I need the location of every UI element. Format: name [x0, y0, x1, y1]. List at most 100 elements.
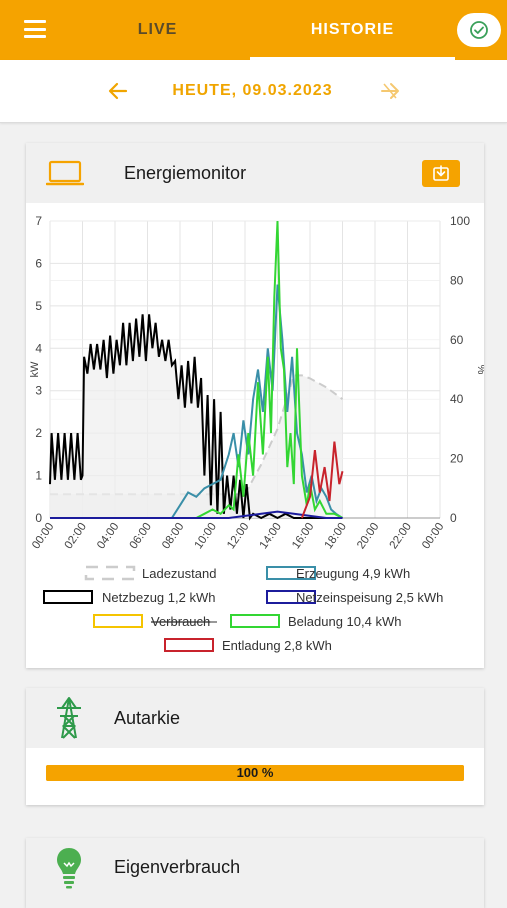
data-point-erzeugung — [220, 479, 221, 480]
series-line-netzbezug — [49, 314, 343, 521]
data-point-beladung — [204, 513, 205, 514]
data-point-netzbezug — [139, 356, 140, 357]
data-point-netzbezug — [249, 517, 250, 518]
data-point-netzbezug — [204, 475, 205, 476]
legend-label: Entladung 2,8 kWh — [222, 638, 332, 653]
y-left-tick-label: 5 — [35, 299, 42, 313]
data-point-netzbezug — [136, 318, 137, 319]
data-point-beladung — [248, 433, 249, 434]
laptop-icon — [46, 160, 84, 186]
series-area-netzbezug — [50, 314, 343, 518]
data-point-netzbezug — [158, 356, 159, 357]
legend-swatch — [230, 614, 280, 628]
download-button[interactable] — [422, 160, 460, 187]
series-line-entladung — [300, 441, 344, 519]
autarkie-header: Autarkie — [26, 688, 484, 748]
data-point-erzeugung — [253, 399, 254, 400]
menu-icon[interactable] — [24, 20, 46, 38]
data-point-beladung — [233, 509, 234, 510]
y-right-tick-label: 0 — [450, 511, 457, 525]
data-point-netzbezug — [71, 433, 72, 434]
data-point-erzeugung — [287, 411, 288, 412]
data-point-beladung — [253, 475, 254, 476]
data-point-erzeugung — [292, 356, 293, 357]
data-point-beladung — [326, 513, 327, 514]
data-point-netzbezug — [223, 513, 224, 514]
data-point-netzbezug — [142, 314, 143, 315]
top-app-bar: LIVE HISTORIE — [0, 0, 507, 60]
data-point-netzbezug — [293, 517, 294, 518]
y-right-tick-label: 80 — [450, 273, 464, 287]
x-tick-label: 12:00 — [225, 521, 251, 551]
data-point-erzeugung — [306, 492, 307, 493]
data-point-netzbezug — [220, 411, 221, 412]
data-point-netzeinspeisung — [342, 517, 343, 518]
data-point-netzbezug — [54, 479, 55, 480]
legend-label: Netzeinspeisung 2,5 kWh — [296, 590, 443, 605]
series-line-netzeinspeisung — [50, 510, 343, 519]
series-area-ladezustand — [50, 375, 343, 518]
y-right-tick-label: 40 — [450, 392, 464, 406]
status-check-button[interactable] — [457, 13, 501, 47]
lightbulb-icon — [57, 848, 81, 889]
x-tick-label: 10:00 — [193, 521, 219, 551]
data-point-netzbezug — [82, 475, 83, 476]
data-point-netzeinspeisung — [277, 511, 278, 512]
data-point-netzbezug — [227, 475, 228, 476]
data-point-beladung — [274, 297, 275, 298]
autarkie-progress-label: 100 % — [236, 765, 274, 780]
autarkie-progress-bar: 100 % — [46, 765, 464, 781]
x-tick-label: 00:00 — [30, 521, 56, 551]
data-point-erzeugung — [267, 348, 268, 349]
data-point-beladung — [277, 220, 278, 221]
y-right-tick-label: 60 — [450, 333, 464, 347]
data-point-netzbezug — [188, 360, 189, 361]
data-point-beladung — [228, 505, 229, 506]
data-point-netzbezug — [201, 377, 202, 378]
data-point-netzeinspeisung — [49, 517, 50, 518]
tab-historie[interactable]: HISTORIE — [250, 0, 455, 60]
data-point-netzbezug — [171, 365, 172, 366]
data-point-beladung — [334, 513, 335, 514]
legend-label: Erzeugung 4,9 kWh — [296, 566, 410, 581]
data-point-beladung — [280, 348, 281, 349]
data-point-netzbezug — [132, 360, 133, 361]
data-point-netzbezug — [230, 509, 231, 510]
x-tick-label: 16:00 — [290, 521, 316, 551]
legend-swatch — [164, 638, 214, 652]
autarkie-title: Autarkie — [114, 708, 181, 728]
data-point-netzeinspeisung — [228, 517, 229, 518]
arrow-left-icon[interactable] — [106, 79, 130, 103]
data-point-netzbezug — [197, 407, 198, 408]
data-point-beladung — [296, 348, 297, 349]
data-point-netzbezug — [207, 394, 208, 395]
data-point-netzbezug — [51, 433, 52, 434]
data-point-entladung — [319, 492, 320, 493]
data-point-erzeugung — [257, 369, 258, 370]
data-point-netzbezug — [194, 356, 195, 357]
data-point-beladung — [267, 356, 268, 357]
power-tower-icon — [57, 697, 81, 739]
data-point-erzeugung — [296, 433, 297, 434]
y-right-tick-label: 100 — [450, 214, 470, 228]
data-point-netzbezug — [123, 322, 124, 323]
data-point-erzeugung — [282, 339, 283, 340]
data-point-erzeugung — [331, 509, 332, 510]
data-point-entladung — [314, 450, 315, 451]
energy-monitor-title: Energiemonitor — [124, 163, 247, 183]
data-point-netzbezug — [145, 360, 146, 361]
tab-live[interactable]: LIVE — [137, 21, 178, 38]
data-point-entladung — [309, 496, 310, 497]
data-point-erzeugung — [179, 505, 180, 506]
tab-historie-label: HISTORIE — [310, 21, 395, 38]
arrow-right-disabled-icon[interactable] — [378, 79, 402, 103]
data-point-netzbezug — [309, 517, 310, 518]
y-left-tick-label: 4 — [35, 341, 42, 355]
data-point-beladung — [257, 382, 258, 383]
y-left-tick-label: 2 — [35, 426, 42, 440]
legend-swatch — [93, 614, 143, 628]
data-point-netzbezug — [93, 369, 94, 370]
date-label[interactable]: HEUTE, 09.03.2023 — [172, 82, 333, 99]
data-point-entladung — [339, 483, 340, 484]
data-point-netzbezug — [214, 399, 215, 400]
